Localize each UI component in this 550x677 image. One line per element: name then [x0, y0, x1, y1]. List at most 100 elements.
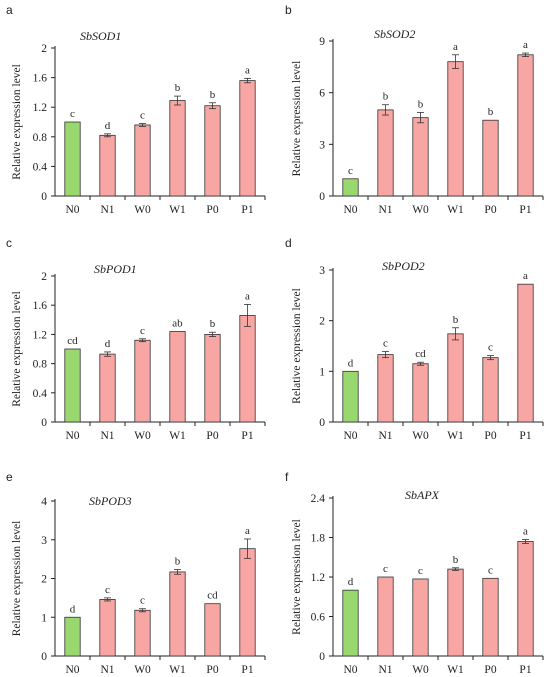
significance-label: a — [245, 525, 250, 537]
bar-N0 — [342, 370, 359, 423]
y-tick-label: 3 — [319, 139, 325, 151]
significance-label: c — [140, 109, 145, 121]
bar-N1 — [99, 599, 116, 657]
significance-label: c — [488, 342, 493, 354]
significance-label: a — [523, 39, 528, 51]
bar-W1 — [447, 61, 464, 197]
significance-label: d — [348, 357, 354, 369]
significance-label: c — [105, 584, 110, 596]
bar-W0 — [134, 124, 151, 197]
bar-W0 — [412, 117, 429, 197]
x-tick-label: W0 — [134, 204, 151, 216]
significance-label: a — [245, 290, 250, 302]
y-axis-label: Relative expression level — [11, 521, 23, 637]
y-tick-label: 0 — [319, 651, 325, 663]
x-tick-label: W1 — [447, 430, 464, 442]
x-tick-label: N1 — [378, 204, 392, 216]
x-tick-label: P0 — [484, 430, 496, 442]
y-axis-label: Relative expression level — [291, 61, 303, 177]
significance-label: a — [453, 41, 458, 53]
y-tick-label: 4 — [41, 496, 47, 508]
x-tick-label: P1 — [519, 204, 531, 216]
y-tick-label: 0.4 — [33, 161, 48, 173]
bar-N0 — [64, 348, 81, 423]
chart-title: SbPOD1 — [94, 262, 137, 276]
bar-N0 — [64, 616, 81, 657]
significance-label: c — [140, 325, 145, 337]
y-axis-label: Relative expression level — [11, 64, 23, 180]
significance-label: b — [453, 554, 459, 566]
x-tick-label: P1 — [241, 204, 253, 216]
significance-label: d — [348, 576, 354, 588]
y-tick-label: 0.4 — [33, 388, 48, 400]
bar-P0 — [204, 333, 221, 423]
bar-N0 — [342, 589, 359, 657]
y-tick-label: 1.2 — [33, 329, 48, 341]
chart-title: SbPOD3 — [89, 494, 132, 508]
bar-P0 — [482, 577, 499, 657]
chart-title: SbAPX — [405, 488, 440, 502]
significance-label: b — [488, 106, 494, 118]
y-tick-label: 9 — [319, 36, 325, 48]
bar-P0 — [482, 119, 499, 197]
x-tick-label: W1 — [447, 204, 464, 216]
y-tick-label: 0 — [41, 651, 47, 663]
x-tick-label: P0 — [206, 204, 218, 216]
y-axis-label: Relative expression level — [11, 291, 23, 407]
y-tick-label: 0 — [41, 417, 47, 429]
bar-P1 — [239, 548, 256, 657]
x-tick-label: P0 — [206, 664, 218, 676]
significance-label: c — [488, 564, 493, 576]
y-tick-label: 0 — [319, 191, 325, 203]
significance-label: c — [140, 595, 145, 607]
panel-letter: f — [285, 470, 289, 484]
significance-label: c — [348, 165, 353, 177]
y-tick-label: 2.4 — [311, 493, 326, 505]
x-tick-label: P1 — [519, 430, 531, 442]
bar-W0 — [134, 609, 151, 657]
bar-W1 — [169, 100, 186, 197]
significance-label: a — [523, 270, 528, 282]
x-tick-label: N0 — [65, 204, 79, 216]
bar-P1 — [517, 283, 534, 423]
x-tick-label: W1 — [169, 664, 186, 676]
bar-N1 — [377, 109, 394, 197]
significance-label: c — [418, 565, 423, 577]
x-tick-label: N1 — [100, 664, 114, 676]
significance-label: cd — [415, 348, 426, 360]
x-tick-label: W0 — [412, 664, 429, 676]
x-tick-label: P1 — [241, 664, 253, 676]
x-tick-label: W1 — [169, 204, 186, 216]
significance-label: d — [105, 120, 111, 132]
y-tick-label: 1.6 — [33, 73, 48, 85]
x-tick-label: N0 — [65, 430, 79, 442]
chart-title: SbSOD1 — [80, 29, 121, 43]
significance-label: d — [70, 603, 76, 615]
y-tick-label: 1.8 — [311, 533, 326, 545]
chart-title: SbPOD2 — [382, 259, 425, 273]
significance-label: b — [383, 91, 389, 103]
x-tick-label: W0 — [134, 664, 151, 676]
y-axis-label: Relative expression level — [291, 288, 303, 404]
significance-label: b — [453, 314, 459, 326]
x-tick-label: P0 — [484, 664, 496, 676]
y-tick-label: 1 — [41, 612, 47, 624]
panel-letter: b — [285, 3, 292, 17]
bar-P1 — [517, 54, 534, 197]
x-tick-label: W1 — [447, 664, 464, 676]
x-tick-label: N0 — [343, 430, 357, 442]
y-tick-label: 2 — [41, 271, 47, 283]
x-tick-label: W1 — [169, 430, 186, 442]
significance-label: b — [210, 318, 216, 330]
y-tick-label: 6 — [319, 88, 325, 100]
significance-label: b — [418, 98, 424, 110]
bar-P0 — [204, 603, 221, 657]
y-tick-label: 1 — [319, 366, 325, 378]
significance-label: cd — [207, 590, 218, 602]
bar-P0 — [204, 105, 221, 197]
bar-P0 — [482, 357, 499, 423]
bar-W0 — [134, 339, 151, 423]
bar-W1 — [447, 568, 464, 657]
x-tick-label: N1 — [100, 430, 114, 442]
y-tick-label: 1.2 — [33, 102, 48, 114]
